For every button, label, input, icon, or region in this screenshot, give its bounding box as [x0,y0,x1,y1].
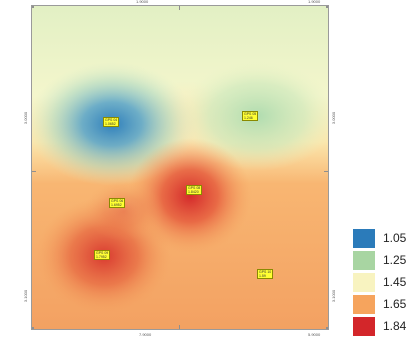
frame-tick [32,171,36,172]
gps-point-label[interactable]: GPS 05 1.246 [242,111,259,121]
legend-swatch [353,273,375,292]
frame-tick [32,6,34,8]
legend-swatch [353,317,375,336]
gps-point-value: 1.7952 [96,255,107,259]
gps-point-value: 1.246 [244,116,253,120]
gps-point-label[interactable]: GPS 08 1.8420 [186,185,203,195]
gps-point-name: GPS 05 [244,112,257,116]
legend-label: 1.25 [383,253,407,267]
gps-point-value: 1.0652 [105,122,116,126]
gps-point-name: GPS 04 [105,118,118,122]
coord-label-right: 3.1000 [331,289,337,303]
coord-label-left: 3.1000 [23,289,29,303]
coord-label-top: 1.9000 [308,0,321,4]
frame-tick [179,6,180,10]
legend-label: 1.45 [383,275,407,289]
gps-point-name: GPS 09 [96,251,109,255]
gps-point-name: GPS 10 [259,270,272,274]
coord-label-right: 3.0000 [331,111,337,125]
gps-point-label[interactable]: GPS 04 1.0652 [103,117,120,127]
frame-tick [326,6,328,8]
coord-label-left: 3.0000 [23,111,29,125]
gps-point-value: 1.6952 [111,203,122,207]
gps-point-label[interactable]: GPS 10 1.59 [257,269,274,279]
gps-point-value: 1.8420 [188,190,199,194]
frame-tick [324,171,328,172]
legend-swatch [353,229,375,248]
frame-tick [326,327,328,329]
gps-point-name: GPS 06 [111,199,124,203]
coord-label-top: 1.9000 [136,0,149,4]
gps-point-name: GPS 08 [188,186,201,190]
frame-tick [32,327,34,329]
frame-tick [179,325,180,329]
legend-label: 1.05 [383,231,407,245]
gps-point-label[interactable]: GPS 06 1.6952 [109,198,126,208]
gps-point-value: 1.59 [259,274,266,278]
coord-label-bottom: 5.9000 [308,332,321,337]
coord-label-bottom: 7.9000 [139,332,152,337]
legend-swatch [353,251,375,270]
gps-point-label[interactable]: GPS 09 1.7952 [94,250,111,260]
legend-swatch [353,295,375,314]
heatmap-surface [32,6,328,329]
legend-label: 1.65 [383,297,407,311]
interpolation-map[interactable]: GPS 04 1.0652 GPS 05 1.246 GPS 06 1.6952 GPS 0… [31,5,329,330]
legend-label: 1.84 [383,319,407,333]
